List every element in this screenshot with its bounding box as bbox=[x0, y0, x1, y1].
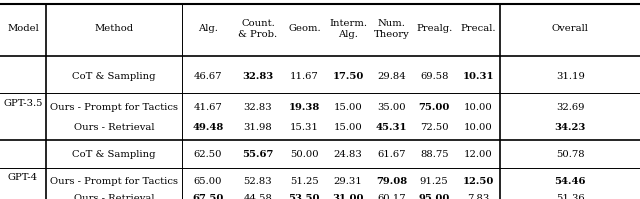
Text: Interm.
Alg.: Interm. Alg. bbox=[329, 19, 367, 39]
Text: Model: Model bbox=[7, 24, 39, 33]
Text: 50.00: 50.00 bbox=[290, 150, 319, 159]
Text: Num.
Theory: Num. Theory bbox=[374, 19, 409, 39]
Text: 32.83: 32.83 bbox=[243, 72, 273, 81]
Text: 24.83: 24.83 bbox=[334, 150, 362, 159]
Text: 44.58: 44.58 bbox=[243, 193, 273, 199]
Text: GPT-4: GPT-4 bbox=[8, 173, 38, 182]
Text: 54.46: 54.46 bbox=[554, 177, 586, 186]
Text: 10.00: 10.00 bbox=[464, 103, 492, 112]
Text: 91.25: 91.25 bbox=[420, 177, 449, 186]
Text: 7.83: 7.83 bbox=[467, 193, 489, 199]
Text: 29.84: 29.84 bbox=[377, 72, 406, 81]
Text: 50.78: 50.78 bbox=[556, 150, 584, 159]
Text: Ours - Retrieval: Ours - Retrieval bbox=[74, 123, 154, 132]
Text: 17.50: 17.50 bbox=[332, 72, 364, 81]
Text: 88.75: 88.75 bbox=[420, 150, 449, 159]
Text: CoT & Sampling: CoT & Sampling bbox=[72, 72, 156, 81]
Text: Ours - Prompt for Tactics: Ours - Prompt for Tactics bbox=[50, 177, 178, 186]
Text: Prealg.: Prealg. bbox=[416, 24, 452, 33]
Text: 41.67: 41.67 bbox=[194, 103, 222, 112]
Text: Alg.: Alg. bbox=[198, 24, 218, 33]
Text: 51.36: 51.36 bbox=[556, 193, 584, 199]
Text: Method: Method bbox=[95, 24, 134, 33]
Text: Overall: Overall bbox=[552, 24, 589, 33]
Text: 35.00: 35.00 bbox=[377, 103, 406, 112]
Text: 69.58: 69.58 bbox=[420, 72, 449, 81]
Text: Ours - Prompt for Tactics: Ours - Prompt for Tactics bbox=[50, 103, 178, 112]
Text: 95.00: 95.00 bbox=[419, 193, 450, 199]
Text: Precal.: Precal. bbox=[460, 24, 496, 33]
Text: 29.31: 29.31 bbox=[334, 177, 362, 186]
Text: 34.23: 34.23 bbox=[554, 123, 586, 132]
Text: GPT-3.5: GPT-3.5 bbox=[3, 99, 43, 108]
Text: 15.00: 15.00 bbox=[334, 103, 362, 112]
Text: Ours - Retrieval: Ours - Retrieval bbox=[74, 193, 154, 199]
Text: 62.50: 62.50 bbox=[194, 150, 222, 159]
Text: 31.98: 31.98 bbox=[244, 123, 272, 132]
Text: 49.48: 49.48 bbox=[193, 123, 223, 132]
Text: 19.38: 19.38 bbox=[289, 103, 320, 112]
Text: 12.50: 12.50 bbox=[462, 177, 494, 186]
Text: 32.69: 32.69 bbox=[556, 103, 584, 112]
Text: 55.67: 55.67 bbox=[242, 150, 274, 159]
Text: Count.
& Prob.: Count. & Prob. bbox=[238, 19, 278, 39]
Text: 11.67: 11.67 bbox=[290, 72, 319, 81]
Text: 46.67: 46.67 bbox=[194, 72, 222, 81]
Text: 79.08: 79.08 bbox=[376, 177, 407, 186]
Text: 15.00: 15.00 bbox=[334, 123, 362, 132]
Text: 72.50: 72.50 bbox=[420, 123, 449, 132]
Text: 10.00: 10.00 bbox=[464, 123, 492, 132]
Text: 53.50: 53.50 bbox=[289, 193, 320, 199]
Text: CoT & Sampling: CoT & Sampling bbox=[72, 150, 156, 159]
Text: 45.31: 45.31 bbox=[376, 123, 407, 132]
Text: 12.00: 12.00 bbox=[464, 150, 492, 159]
Text: Geom.: Geom. bbox=[288, 24, 321, 33]
Text: 65.00: 65.00 bbox=[194, 177, 222, 186]
Text: 10.31: 10.31 bbox=[462, 72, 494, 81]
Text: 61.67: 61.67 bbox=[377, 150, 406, 159]
Text: 32.83: 32.83 bbox=[244, 103, 272, 112]
Text: 75.00: 75.00 bbox=[419, 103, 450, 112]
Text: 51.25: 51.25 bbox=[290, 177, 319, 186]
Text: 31.19: 31.19 bbox=[556, 72, 585, 81]
Text: 60.17: 60.17 bbox=[377, 193, 406, 199]
Text: 31.00: 31.00 bbox=[332, 193, 364, 199]
Text: 15.31: 15.31 bbox=[290, 123, 319, 132]
Text: 67.50: 67.50 bbox=[192, 193, 224, 199]
Text: 52.83: 52.83 bbox=[244, 177, 272, 186]
